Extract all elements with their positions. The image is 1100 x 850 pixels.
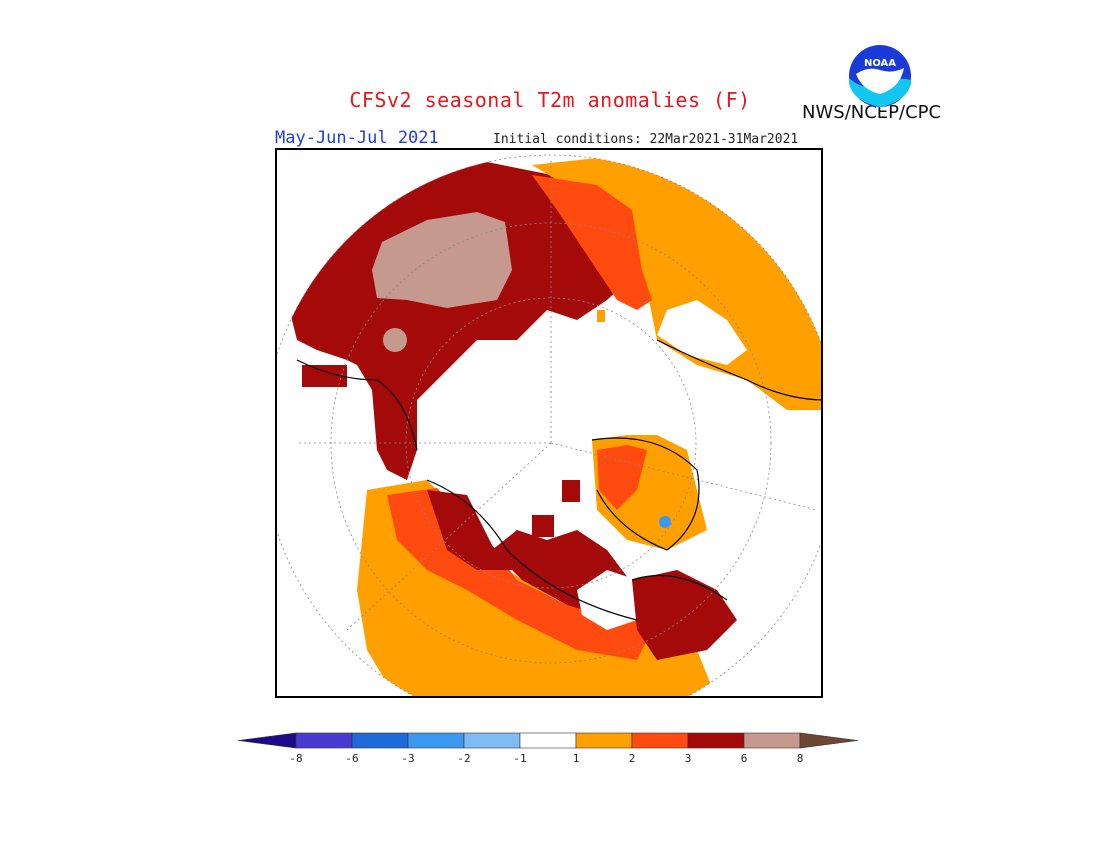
legend-tick-label: -1 <box>513 752 527 765</box>
europe-warm-strip <box>532 175 652 310</box>
hudson-bay-region <box>577 570 637 630</box>
coastlines <box>296 339 821 621</box>
arctic-island-patch-1 <box>562 480 580 502</box>
forecast-period: May-Jun-Jul 2021 <box>275 128 439 148</box>
chart-title: CFSv2 seasonal T2m anomalies (F) <box>349 88 751 112</box>
legend-tick-label: -3 <box>401 752 415 765</box>
map-panel <box>275 148 823 698</box>
legend-swatch <box>351 732 409 749</box>
map-boundary <box>277 154 821 696</box>
eurasia-hole <box>383 328 407 352</box>
color-legend-bar <box>238 732 859 749</box>
legend-swatch <box>631 732 689 749</box>
arctic-island-patch-2 <box>532 515 554 537</box>
legend-swatch <box>687 732 745 749</box>
initial-conditions: Initial conditions: 22Mar2021-31Mar2021 <box>493 132 799 147</box>
agency-label: NWS/NCEP/CPC <box>802 102 942 123</box>
noaa-logo-text: NOAA <box>864 58 896 69</box>
greenland-warm-strip <box>597 445 647 510</box>
legend-swatch <box>407 732 465 749</box>
legend-tick-label: -6 <box>345 752 359 765</box>
arctic-island-patch-3 <box>597 310 605 322</box>
legend-tick-label: 6 <box>740 752 748 765</box>
legend-arrow-high <box>799 732 859 749</box>
legend-tick-label: 2 <box>628 752 636 765</box>
legend-swatch <box>743 732 801 749</box>
scandinavia-spot <box>302 365 347 387</box>
noaa-logo: NOAA <box>849 45 911 107</box>
legend-tick-label: 1 <box>572 752 580 765</box>
legend-arrow-low <box>238 732 297 749</box>
alaska-anomaly-region <box>427 490 512 570</box>
europe-white-patch <box>657 300 747 365</box>
legend-swatch <box>463 732 521 749</box>
greenland-cool-dot <box>659 516 671 528</box>
legend-tick-label: 8 <box>796 752 804 765</box>
eurasia-anomaly-region <box>287 160 639 480</box>
legend-swatch <box>575 732 633 749</box>
graticule <box>297 160 818 664</box>
labrador-anomaly-region <box>632 570 737 660</box>
legend-swatch <box>295 732 353 749</box>
legend-tick-label: -8 <box>289 752 303 765</box>
legend-swatch <box>519 732 577 749</box>
anomaly-map <box>277 154 821 696</box>
legend-tick-label: 3 <box>684 752 692 765</box>
legend-tick-label: -2 <box>457 752 471 765</box>
